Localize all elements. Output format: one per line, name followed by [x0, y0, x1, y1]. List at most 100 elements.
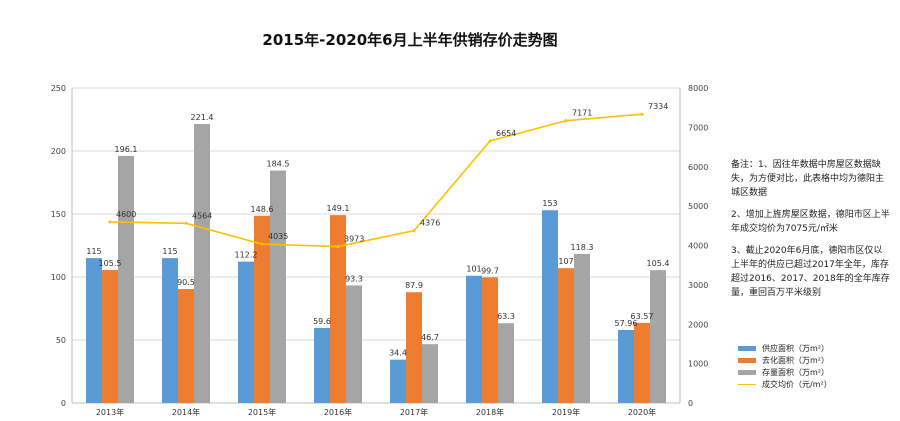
note-3: 3、截止2020年6月底，德阳市区仅以上半年的供应已超过2017年全年，库存超过…	[731, 246, 890, 298]
bar-value-label: 149.1	[327, 204, 350, 213]
bar-value-label: 34.4	[389, 349, 407, 358]
bar-value-label: 153	[542, 199, 557, 208]
x-tick-label: 2020年	[628, 407, 656, 417]
bar	[162, 258, 178, 403]
bar	[390, 359, 406, 403]
bar	[422, 344, 438, 403]
bar-value-label: 196.1	[115, 145, 138, 154]
line-value-label: 6654	[496, 129, 516, 138]
legend-label: 存量面积（万m²）	[762, 367, 829, 377]
bar-value-label: 148.6	[251, 205, 274, 214]
legend-label: 成交均价（元/m²）	[762, 379, 832, 389]
bar	[86, 258, 102, 403]
bar-value-label: 105.4	[647, 259, 670, 268]
bar	[178, 288, 194, 403]
bar	[634, 322, 650, 403]
y-right-tick-label: 2000	[688, 320, 708, 329]
legend-label: 供应面积（万m²）	[762, 343, 829, 353]
x-tick-label: 2018年	[476, 407, 504, 417]
y-left-tick-label: 50	[56, 336, 66, 345]
y-right-tick-label: 1000	[688, 360, 708, 369]
legend-item-price: 成交均价（元/m²）	[738, 379, 832, 389]
y-left-tick-label: 100	[51, 273, 66, 282]
y-right-tick-label: 8000	[688, 84, 708, 93]
bar	[270, 170, 286, 403]
legend-item-stock: 存量面积（万m²）	[738, 367, 832, 377]
bar-value-label: 105.5	[99, 259, 122, 268]
legend-swatch	[738, 345, 756, 351]
line-point	[488, 139, 492, 143]
axes: 0 50 100 150 200 250 0 1000 2000 3000 4000 5000 6000…	[51, 84, 709, 417]
bar-value-label: 87.9	[405, 281, 423, 290]
bar	[346, 285, 362, 403]
bar	[542, 210, 558, 403]
legend-swatch	[738, 369, 756, 375]
y-left-tick-label: 150	[51, 210, 66, 219]
x-tick-label: 2014年	[172, 407, 200, 417]
bar	[254, 215, 270, 403]
bar	[558, 268, 574, 403]
line-point	[108, 220, 112, 224]
y-left-tick-label: 200	[51, 147, 66, 156]
bar-value-label: 112.2	[235, 251, 258, 260]
bar-value-label: 115	[162, 247, 177, 256]
bar	[238, 261, 254, 403]
bar-value-label: 59.6	[313, 317, 331, 326]
y-right-tick-label: 5000	[688, 202, 708, 211]
line-value-label: 4035	[268, 232, 288, 241]
line-value-label: 3973	[344, 235, 364, 244]
x-tick-label: 2013年	[96, 407, 124, 417]
line-point	[260, 242, 264, 246]
bar	[102, 270, 118, 403]
note-1: 备注：1、因往年数据中房屋区数据缺失，为方便对比，此表格中均为德阳主城区数据	[731, 160, 885, 198]
note-2: 2、增加上旌房屋区数据，德阳市区上半年成交均价为7075元/㎡米	[731, 210, 890, 234]
bar	[482, 277, 498, 403]
x-tick-label: 2015年	[248, 407, 276, 417]
bar-value-label: 99.7	[481, 266, 499, 275]
y-right-tick-label: 7000	[688, 123, 708, 132]
legend-label: 去化面积（万m²）	[762, 355, 829, 365]
line-series	[108, 112, 644, 249]
data-labels: 115 115 112.2 59.6 34.4 101 153 57.96 105.5 90.5 1…	[86, 102, 669, 357]
legend-swatch	[738, 357, 756, 363]
line-point	[640, 112, 644, 116]
price-line	[109, 113, 643, 248]
bar	[574, 253, 590, 403]
bar-value-label: 184.5	[267, 160, 290, 169]
y-right-tick-label: 3000	[688, 281, 708, 290]
line-point	[564, 119, 568, 123]
bar-value-label: 90.5	[177, 278, 195, 287]
legend-item-sold: 去化面积（万m²）	[738, 355, 832, 365]
chart-title: 2015年-2020年6月上半年供销存价走势图	[262, 31, 557, 49]
bar-value-label: 46.7	[421, 333, 439, 342]
line-value-label: 4376	[420, 219, 440, 228]
notes-box: 备注：1、因往年数据中房屋区数据缺失，为方便对比，此表格中均为德阳主城区数据 2…	[731, 158, 891, 308]
bar-value-label: 57.96	[615, 319, 638, 328]
legend: 供应面积（万m²） 去化面积（万m²） 存量面积（万m²） 成交均价（元/m²）	[738, 343, 832, 391]
line-value-label: 7334	[648, 102, 668, 111]
bar	[406, 292, 422, 403]
x-tick-label: 2016年	[324, 407, 352, 417]
bar-value-label: 93.3	[345, 274, 363, 283]
x-tick-label: 2017年	[400, 407, 428, 417]
line-value-label: 7171	[572, 109, 592, 118]
bar	[618, 329, 634, 403]
x-tick-label: 2019年	[552, 407, 580, 417]
line-point	[412, 229, 416, 233]
bar	[330, 215, 346, 403]
y-left-tick-label: 250	[51, 84, 66, 93]
bar-value-label: 221.4	[191, 113, 214, 122]
bar-value-label: 107	[558, 257, 573, 266]
bar-series	[86, 124, 666, 403]
line-value-label: 4564	[192, 211, 212, 220]
line-value-label: 4600	[116, 210, 136, 219]
bar	[194, 124, 210, 403]
line-point	[336, 245, 340, 249]
bar-value-label: 115	[86, 247, 101, 256]
bar	[650, 270, 666, 403]
y-right-tick-label: 0	[688, 399, 693, 408]
legend-line	[738, 383, 756, 385]
bar	[118, 155, 134, 403]
